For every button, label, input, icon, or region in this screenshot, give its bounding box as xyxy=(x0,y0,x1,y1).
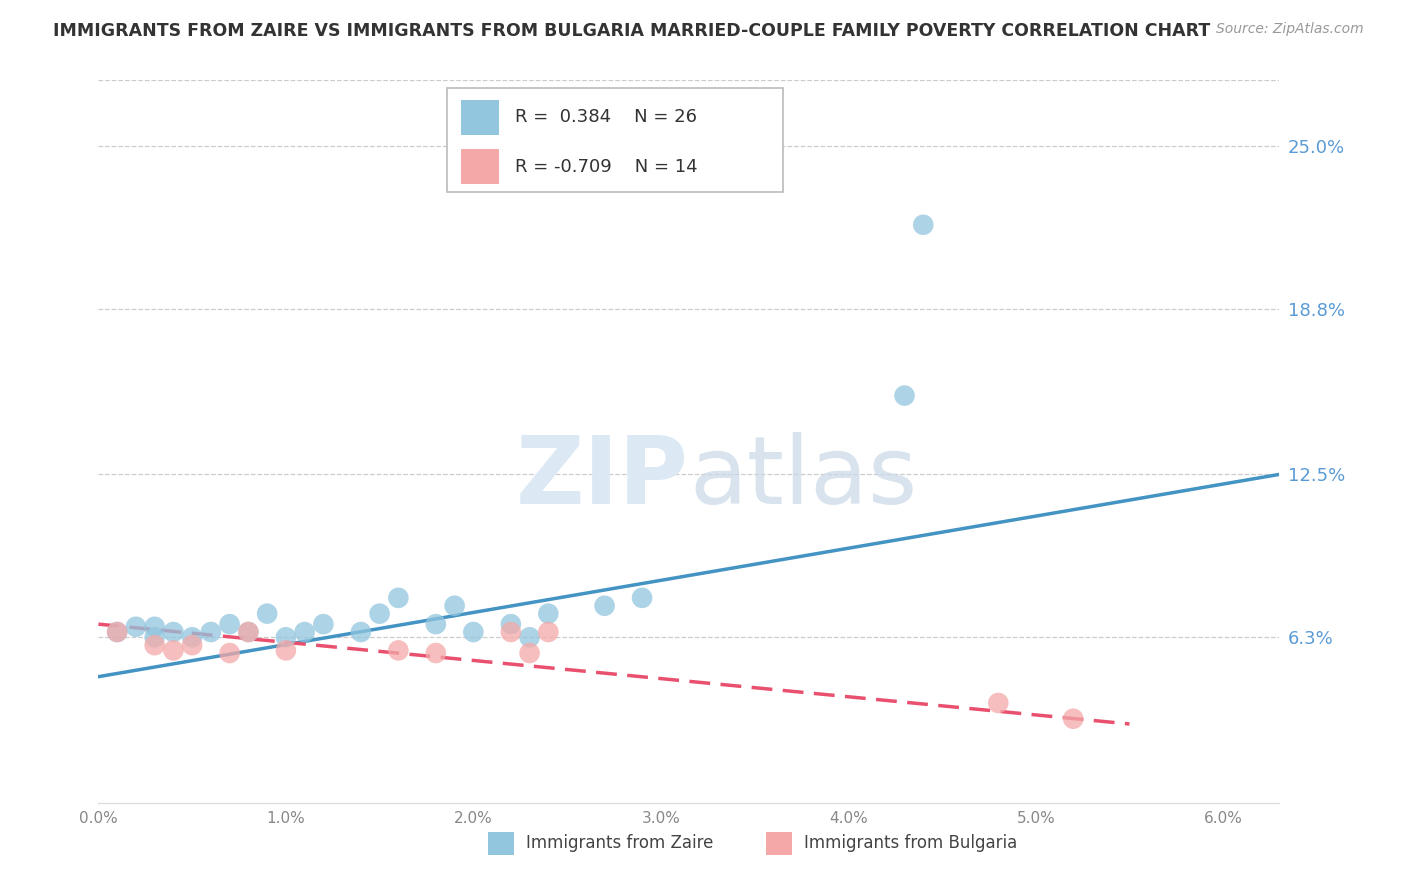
Text: R =  0.384    N = 26: R = 0.384 N = 26 xyxy=(516,108,697,127)
Point xyxy=(238,625,260,640)
Point xyxy=(1062,712,1084,726)
Point xyxy=(537,607,560,621)
Point xyxy=(162,625,184,640)
FancyBboxPatch shape xyxy=(766,831,792,855)
Text: atlas: atlas xyxy=(689,432,917,524)
Point xyxy=(425,646,447,660)
Point xyxy=(350,625,373,640)
Point xyxy=(387,643,409,657)
Point xyxy=(593,599,616,613)
Point xyxy=(537,625,560,640)
Point xyxy=(143,638,166,652)
Point xyxy=(387,591,409,605)
Point xyxy=(181,638,204,652)
FancyBboxPatch shape xyxy=(461,149,499,184)
FancyBboxPatch shape xyxy=(447,87,783,193)
Point xyxy=(238,625,260,640)
Point xyxy=(105,625,128,640)
Point xyxy=(162,643,184,657)
Point xyxy=(499,625,522,640)
Point xyxy=(218,617,240,632)
Text: IMMIGRANTS FROM ZAIRE VS IMMIGRANTS FROM BULGARIA MARRIED-COUPLE FAMILY POVERTY : IMMIGRANTS FROM ZAIRE VS IMMIGRANTS FROM… xyxy=(53,22,1211,40)
Point xyxy=(519,646,541,660)
Point xyxy=(463,625,485,640)
FancyBboxPatch shape xyxy=(461,100,499,135)
Text: R = -0.709    N = 14: R = -0.709 N = 14 xyxy=(516,158,697,176)
Point xyxy=(893,388,915,402)
Text: ZIP: ZIP xyxy=(516,432,689,524)
Point xyxy=(125,620,148,634)
Point xyxy=(256,607,278,621)
Point xyxy=(143,620,166,634)
Point xyxy=(181,630,204,644)
Point xyxy=(987,696,1010,710)
Point xyxy=(143,630,166,644)
Point xyxy=(368,607,391,621)
Point xyxy=(499,617,522,632)
Point xyxy=(425,617,447,632)
Point xyxy=(519,630,541,644)
FancyBboxPatch shape xyxy=(488,831,515,855)
Point xyxy=(274,643,297,657)
Point xyxy=(200,625,222,640)
Point xyxy=(912,218,935,232)
Point xyxy=(631,591,654,605)
Point xyxy=(274,630,297,644)
Point xyxy=(105,625,128,640)
Text: Source: ZipAtlas.com: Source: ZipAtlas.com xyxy=(1216,22,1364,37)
Point xyxy=(218,646,240,660)
Text: Immigrants from Zaire: Immigrants from Zaire xyxy=(526,834,713,852)
Point xyxy=(443,599,465,613)
Point xyxy=(294,625,316,640)
Text: Immigrants from Bulgaria: Immigrants from Bulgaria xyxy=(803,834,1017,852)
Point xyxy=(312,617,335,632)
